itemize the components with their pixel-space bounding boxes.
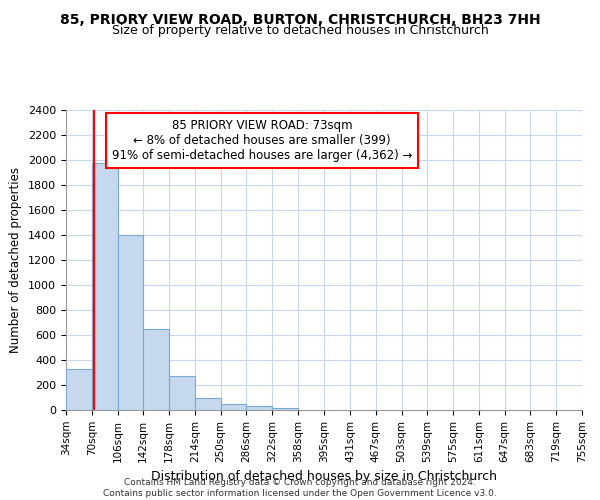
Bar — [92, 163, 118, 410]
Bar — [66, 370, 92, 410]
Text: Size of property relative to detached houses in Christchurch: Size of property relative to detached ho… — [112, 24, 488, 37]
Y-axis label: Number of detached properties: Number of detached properties — [10, 167, 22, 353]
Bar — [118, 235, 143, 410]
Bar — [221, 404, 247, 410]
Bar — [169, 376, 195, 410]
Bar — [247, 406, 272, 410]
Bar — [143, 330, 169, 410]
Text: 85 PRIORY VIEW ROAD: 73sqm
← 8% of detached houses are smaller (399)
91% of semi: 85 PRIORY VIEW ROAD: 73sqm ← 8% of detac… — [112, 119, 412, 162]
Bar — [195, 398, 221, 410]
Text: Contains HM Land Registry data © Crown copyright and database right 2024.
Contai: Contains HM Land Registry data © Crown c… — [103, 478, 497, 498]
Bar — [272, 408, 298, 410]
X-axis label: Distribution of detached houses by size in Christchurch: Distribution of detached houses by size … — [151, 470, 497, 483]
Text: 85, PRIORY VIEW ROAD, BURTON, CHRISTCHURCH, BH23 7HH: 85, PRIORY VIEW ROAD, BURTON, CHRISTCHUR… — [59, 12, 541, 26]
